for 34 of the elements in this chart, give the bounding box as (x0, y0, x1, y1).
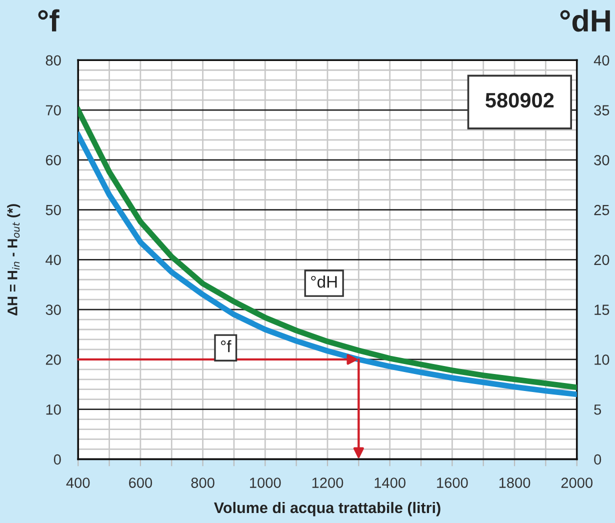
y-tick-label: 20 (46, 354, 61, 365)
y2-tick-label: 20 (594, 254, 610, 266)
y2-tick-label: 35 (594, 105, 610, 116)
x-tick-label: 800 (191, 478, 214, 488)
y-tick-label: 40 (46, 254, 61, 266)
y2-tick-label: 15 (594, 304, 610, 315)
text: °dH (560, 9, 610, 32)
y2-tick-label: 40 (594, 55, 610, 66)
text: °f (38, 9, 60, 32)
y2-tick-label: 30 (594, 155, 610, 166)
x-tick-label: 1800 (499, 478, 530, 488)
x-tick-label: 1200 (312, 478, 344, 488)
x-tick-label: 1000 (250, 478, 281, 488)
x-axis-title: Volume di acqua trattabile (litri) (214, 502, 440, 516)
y-tick-label: 70 (46, 105, 61, 116)
y2-tick-label: 25 (594, 204, 610, 216)
y-axis-title: ΔH = H$_{in}$ - H$_{out}$ (*) (7, 204, 20, 316)
x-tick-label: 1600 (437, 478, 468, 488)
y-tick-label: 50 (46, 204, 61, 216)
y-tick-label: 30 (46, 304, 61, 315)
y-tick-label: 10 (46, 404, 61, 415)
y2-tick-label: 5 (594, 404, 602, 415)
y-tick-label: 0 (54, 454, 61, 465)
x-tick-label: 2000 (561, 478, 593, 488)
text: °dH (311, 276, 337, 288)
y2-tick-label: 10 (594, 354, 610, 365)
y2-tick-label: 0 (594, 454, 602, 465)
x-tick-label: 400 (66, 478, 90, 488)
y-tick-label: 60 (46, 155, 61, 166)
x-tick-label: 1400 (374, 478, 406, 488)
series-label: °f (220, 340, 232, 352)
annotation: 580902 (486, 92, 554, 108)
x-tick-label: 600 (129, 478, 152, 488)
y-tick-label: 80 (46, 55, 61, 66)
